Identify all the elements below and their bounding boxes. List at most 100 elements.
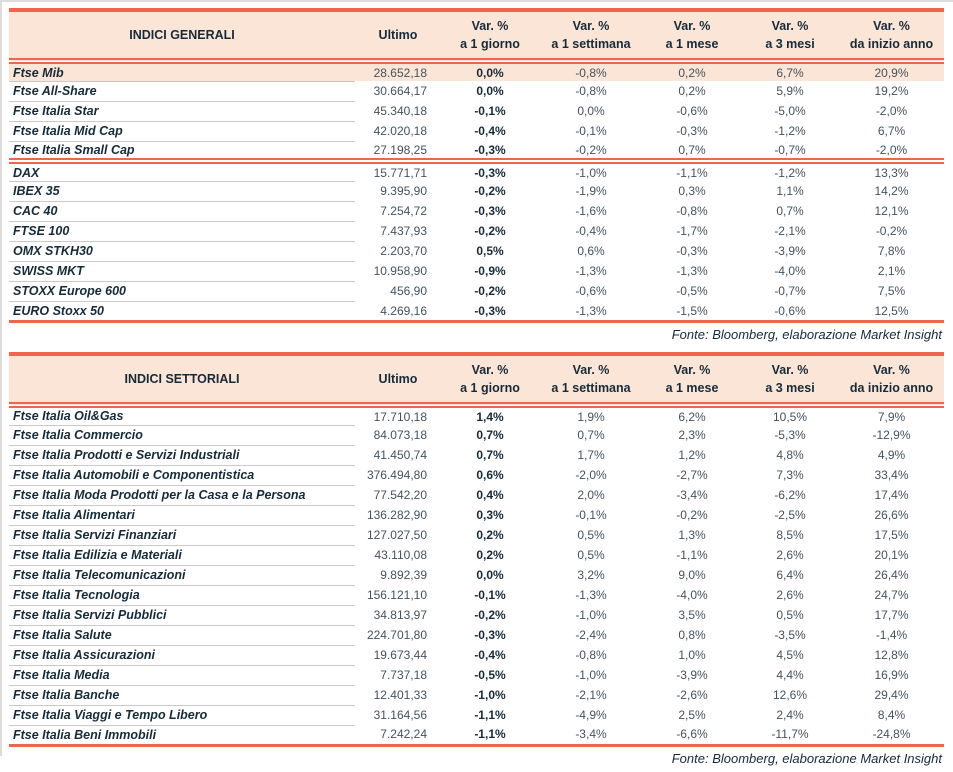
pct-change-value: 2,1% <box>877 264 906 279</box>
pct-change-value: -6,2% <box>774 488 806 502</box>
pct-change-value: 12,1% <box>874 204 909 219</box>
pct-change-value: -3,9% <box>676 668 708 682</box>
column-header-1week: Var. % a 1 settimana <box>539 351 643 409</box>
pct-change-value: -1,1% <box>474 708 506 722</box>
column-header-3months: Var. % a 3 mesi <box>741 351 839 409</box>
pct-change-value: -5,3% <box>774 428 806 442</box>
pct-change-value: -0,8% <box>539 61 643 82</box>
pct-change-value: -0,3% <box>474 142 506 157</box>
pct-change-value: -2,6% <box>676 688 708 702</box>
pct-change-value: -0,8% <box>575 648 607 662</box>
table-row: Ftse Italia Tecnologia 156.121,10 -0,1% -1,… <box>9 585 944 606</box>
pct-change-value: 0,0% <box>476 568 504 582</box>
column-header-1week: Var. % a 1 settimana <box>539 7 643 65</box>
table-row: EURO Stoxx 50 4.269,16 -0,3% -1,3% -1,5% -0,6… <box>9 301 944 322</box>
column-header-3months: Var. % a 3 mesi <box>741 7 839 65</box>
pct-change-value: 17,5% <box>874 528 909 542</box>
pct-change-value: 0,2% <box>476 528 504 542</box>
index-name: SWISS MKT <box>9 261 355 282</box>
pct-change-value: 1,0% <box>678 648 706 662</box>
table-row: Ftse Italia Prodotti e Servizi Industria… <box>9 445 944 466</box>
index-name: Ftse Italia Banche <box>9 685 355 706</box>
pct-change-value: 2,6% <box>776 548 804 562</box>
index-name: Ftse All-Share <box>9 81 355 102</box>
pct-change-value: 0,7% <box>678 142 706 157</box>
pct-change-value: 0,0% <box>441 61 539 82</box>
pct-change-value: -0,2% <box>474 284 506 299</box>
last-value: 7.242,24 <box>380 727 427 742</box>
pct-change-value: 12,5% <box>874 303 909 318</box>
table-row: Ftse Italia Star 45.340,18 -0,1% 0,0% -0,6% -… <box>9 101 944 122</box>
pct-change-value: -0,2% <box>575 142 607 157</box>
pct-change-value: -0,9% <box>474 264 506 279</box>
column-header-1month: Var. % a 1 mese <box>643 7 741 65</box>
index-name: Ftse Italia Edilizia e Materiali <box>9 545 355 566</box>
pct-change-value: 0,3% <box>476 508 504 522</box>
last-value: 7.254,72 <box>380 204 427 219</box>
pct-change-value: -3,5% <box>774 628 806 642</box>
pct-change-value: 12,6% <box>772 688 808 702</box>
pct-change-value: -0,3% <box>676 244 708 259</box>
pct-change-value: 0,4% <box>476 488 504 502</box>
pct-change-value: -0,6% <box>774 303 806 318</box>
index-name: Ftse Italia Alimentari <box>9 505 355 526</box>
last-value: 45.340,18 <box>373 104 427 119</box>
column-header-1day: Var. % a 1 giorno <box>441 351 539 409</box>
table-row: Ftse Italia Alimentari 136.282,90 0,3% -0,1… <box>9 505 944 526</box>
pct-change-value: -0,6% <box>676 104 708 119</box>
index-name: Ftse Italia Assicurazioni <box>9 645 355 666</box>
general-international-section: DAX 15.771,71 -0,3% -1,0% -1,1% -1,2% 13,3% IBE… <box>9 158 944 322</box>
period-label: a 3 mesi <box>765 37 815 52</box>
pct-change-value: 16,9% <box>874 668 909 682</box>
last-value: 224.701,80 <box>366 628 427 642</box>
page-content: INDICI GENERALI Ultimo Var. % a 1 giorno … <box>9 7 944 772</box>
last-value: 84.073,18 <box>373 428 427 442</box>
table-row: Ftse Italia Commercio 84.073,18 0,7% 0,7% 2,… <box>9 425 944 446</box>
pct-change-value: -3,4% <box>676 488 708 502</box>
last-value: 7.737,18 <box>380 668 427 682</box>
table-row: Ftse Italia Beni Immobili 7.242,24 -1,1% -3… <box>9 725 944 746</box>
sector-table-title: INDICI SETTORIALI <box>9 351 355 409</box>
pct-change-value: 0,7% <box>476 448 504 462</box>
index-name: STOXX Europe 600 <box>9 281 355 302</box>
pct-change-value: 2,0% <box>577 488 605 502</box>
pct-change-value: -1,4% <box>875 628 908 642</box>
pct-change-value: 6,7% <box>741 61 839 82</box>
pct-change-value: 0,7% <box>577 428 605 442</box>
index-name: Ftse Italia Oil&Gas <box>9 405 355 426</box>
last-value: 28.652,18 <box>355 61 441 82</box>
pct-change-value: 0,2% <box>643 61 741 82</box>
pct-change-value: 1,1% <box>776 184 804 199</box>
period-label: da inizio anno <box>849 37 934 52</box>
pct-change-value: 10,5% <box>772 409 808 424</box>
pct-change-value: -0,1% <box>575 508 607 522</box>
last-value: 127.027,50 <box>366 528 427 542</box>
table-row: FTSE 100 7.437,93 -0,2% -0,4% -1,7% -2,1% -0,2… <box>9 221 944 242</box>
last-value: 77.542,20 <box>373 488 427 502</box>
pct-change-value: -3,9% <box>774 244 806 259</box>
pct-change-value: 7,8% <box>877 244 906 259</box>
last-value: 376.494,80 <box>366 468 427 482</box>
var-pct-label: Var. % <box>771 362 809 377</box>
pct-change-value: -0,3% <box>474 628 506 642</box>
pct-change-value: -1,0% <box>474 688 506 702</box>
pct-change-value: -0,3% <box>474 204 506 219</box>
general-table-title: INDICI GENERALI <box>9 7 355 65</box>
period-label: a 1 settimana <box>551 37 631 52</box>
pct-change-value: -2,0% <box>875 142 908 157</box>
pct-change-value: 9,0% <box>678 568 706 582</box>
pct-change-value: 2,3% <box>678 428 706 442</box>
pct-change-value: -1,0% <box>539 158 643 182</box>
pct-change-value: 12,8% <box>874 648 909 662</box>
pct-change-value: -0,3% <box>474 303 506 318</box>
sector-indices-table: INDICI SETTORIALI Ultimo Var. % a 1 giorn… <box>9 351 944 747</box>
pct-change-value: 17,7% <box>874 608 909 622</box>
pct-change-value: -3,4% <box>575 727 607 742</box>
table-row: Ftse Italia Moda Prodotti per la Casa e … <box>9 485 944 506</box>
pct-change-value: 0,0% <box>577 104 605 119</box>
pct-change-value: 17,4% <box>874 488 909 502</box>
pct-change-value: 2,5% <box>678 708 706 722</box>
index-name: Ftse Italia Telecomunicazioni <box>9 565 355 586</box>
table-row: Ftse Italia Assicurazioni 19.673,44 -0,4% -… <box>9 645 944 666</box>
